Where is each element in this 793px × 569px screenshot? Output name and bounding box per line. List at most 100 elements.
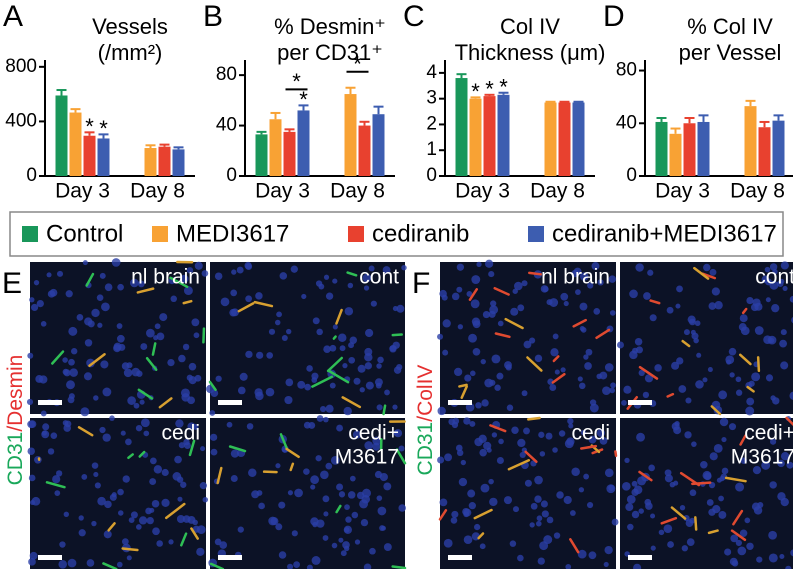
nucleus	[93, 395, 99, 401]
bar	[497, 94, 510, 176]
nucleus	[332, 278, 338, 284]
nucleus	[178, 442, 185, 449]
y-tick-label: 80	[216, 64, 237, 85]
x-tick-label: Day 8	[130, 180, 185, 203]
vessel	[51, 350, 65, 365]
panel-letter: B	[203, 0, 223, 33]
tile-label: M3617	[731, 446, 793, 469]
nucleus	[396, 304, 405, 313]
nucleus	[125, 438, 132, 446]
nucleus	[693, 337, 699, 344]
nucleus	[135, 424, 143, 432]
nucleus	[546, 516, 554, 524]
nucleus	[46, 272, 52, 278]
nucleus	[645, 502, 653, 510]
vessel	[638, 365, 659, 380]
vessel	[785, 416, 793, 426]
bar	[744, 106, 757, 176]
nucleus	[338, 491, 346, 498]
nucleus	[579, 302, 588, 311]
nucleus	[679, 504, 686, 511]
vessel	[237, 302, 255, 313]
nucleus	[276, 311, 282, 318]
nucleus	[706, 499, 714, 506]
nucleus	[34, 455, 42, 464]
nucleus	[642, 391, 650, 399]
nucleus	[437, 333, 444, 340]
nucleus	[534, 354, 543, 363]
vessel	[746, 385, 755, 393]
nucleus	[673, 480, 679, 486]
nucleus	[538, 431, 545, 438]
nucleus	[769, 438, 777, 445]
vessel	[473, 508, 493, 520]
nucleus	[320, 405, 327, 413]
nucleus	[444, 453, 452, 462]
nucleus	[539, 541, 549, 551]
nucleus	[489, 497, 498, 507]
nucleus	[455, 444, 463, 452]
nucleus	[103, 530, 112, 539]
nucleus	[64, 420, 72, 428]
sig-star: *	[471, 79, 480, 104]
nucleus	[789, 295, 793, 303]
nucleus	[631, 480, 638, 487]
nucleus	[229, 308, 237, 317]
nucleus	[709, 452, 718, 461]
nucleus	[349, 475, 356, 482]
vessel	[341, 396, 362, 409]
stain-label: CD31/Desmin	[4, 355, 27, 486]
nucleus	[764, 266, 771, 273]
nucleus	[76, 314, 84, 321]
nucleus	[765, 297, 771, 303]
nucleus	[347, 282, 354, 289]
nucleus	[145, 507, 152, 515]
nucleus	[728, 347, 737, 356]
nucleus	[540, 500, 548, 508]
sig-star: *	[292, 69, 301, 94]
vessel	[182, 299, 193, 305]
nucleus	[491, 432, 498, 438]
nucleus	[340, 550, 347, 557]
nucleus	[286, 328, 292, 335]
nucleus	[465, 402, 475, 412]
nucleus	[303, 421, 311, 429]
vessel	[180, 532, 188, 547]
nucleus	[117, 488, 124, 496]
nucleus	[718, 390, 728, 400]
nucleus	[563, 495, 572, 505]
nucleus	[345, 516, 352, 523]
panel-letter: F	[412, 267, 430, 300]
nucleus	[40, 410, 47, 417]
nucleus	[278, 501, 286, 509]
error-bar	[670, 127, 681, 134]
nucleus	[770, 395, 776, 401]
nucleus	[94, 482, 101, 489]
nucleus	[116, 334, 125, 343]
nucleus	[622, 482, 631, 491]
micrograph	[210, 418, 405, 569]
vessel	[158, 397, 173, 409]
error-bar	[484, 93, 495, 97]
nucleus	[357, 364, 366, 373]
nucleus	[322, 535, 329, 541]
nucleus	[681, 545, 689, 552]
vessel	[208, 380, 217, 392]
error-bar	[559, 100, 570, 103]
nucleus	[469, 420, 476, 427]
nucleus	[490, 300, 497, 307]
nucleus	[316, 519, 325, 528]
nucleus	[739, 314, 748, 323]
nucleus	[379, 472, 388, 482]
nucleus	[608, 275, 617, 283]
nucleus	[315, 455, 322, 462]
y-tick-label: 0	[226, 165, 237, 186]
nucleus	[718, 511, 727, 519]
nucleus	[152, 527, 160, 536]
vessel	[102, 562, 118, 569]
nucleus	[137, 280, 145, 288]
nucleus	[441, 294, 448, 301]
nucleus	[29, 297, 35, 303]
nucleus	[236, 266, 244, 274]
nucleus	[59, 541, 66, 548]
